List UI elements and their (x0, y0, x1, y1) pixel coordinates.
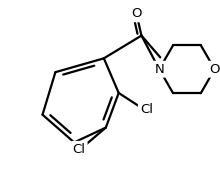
Text: Cl: Cl (73, 143, 86, 156)
Text: Cl: Cl (140, 103, 153, 116)
Text: O: O (131, 7, 142, 20)
Text: O: O (209, 63, 220, 76)
Text: N: N (154, 63, 164, 76)
